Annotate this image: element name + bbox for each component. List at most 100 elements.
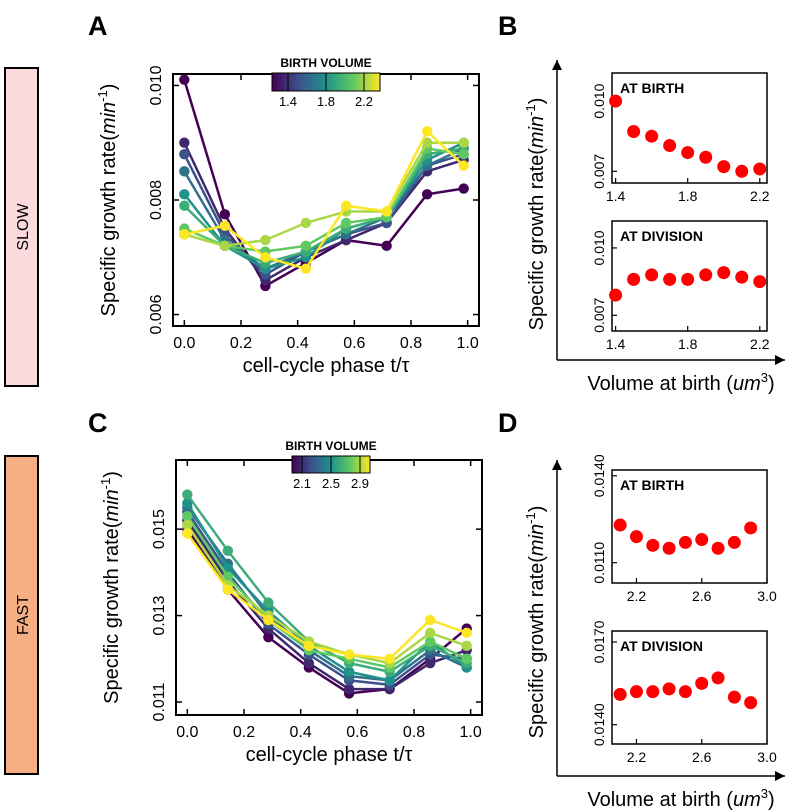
- colorbar-tick-label: 1.4: [279, 94, 297, 109]
- subplot-title: AT DIVISION: [620, 228, 703, 244]
- panel-letter-a: A: [88, 11, 108, 41]
- series-point-0: [263, 632, 274, 643]
- data-point: [662, 682, 676, 696]
- x-tick-label: 3.0: [757, 588, 777, 604]
- data-point: [695, 676, 709, 690]
- y-axis-label-main: Specific growth rate(: [98, 134, 120, 317]
- series-point-8: [300, 263, 312, 274]
- panel-letter-c: C: [88, 408, 108, 438]
- series-point-8: [263, 614, 274, 626]
- y-tick-label: 0.0140: [591, 703, 607, 746]
- data-point: [699, 150, 713, 164]
- data-point: [727, 690, 741, 704]
- x-tick-label: 1.4: [606, 188, 626, 204]
- series-line-7: [186, 524, 468, 665]
- series-point-7: [424, 627, 436, 639]
- data-point: [613, 518, 627, 532]
- data-point: [613, 687, 627, 701]
- x-tick-label: 2.6: [692, 588, 712, 604]
- y-tick-label: 0.015: [151, 509, 168, 549]
- y-tick-label: 0.008: [148, 180, 165, 220]
- x-tick-label: 1.4: [606, 336, 626, 352]
- y-axis-label-unit: min: [526, 116, 548, 148]
- x-tick-label: 1.0: [457, 335, 479, 352]
- series-point-8: [219, 220, 231, 231]
- x-tick-label: 0.6: [343, 335, 365, 352]
- x-axis-arrow: [775, 355, 785, 365]
- series-point-8: [424, 614, 436, 626]
- data-point: [609, 288, 623, 302]
- x-tick-label: 1.0: [460, 724, 482, 741]
- series-line-3: [186, 506, 468, 682]
- series-line-8: [184, 129, 465, 271]
- series-line-1: [183, 142, 465, 282]
- x-axis-label-end: ): [768, 373, 775, 395]
- series-point-1: [303, 657, 315, 669]
- y-axis-label-sup: -1: [98, 478, 113, 490]
- x-tick-label: 0.4: [290, 724, 312, 741]
- series-point-4: [182, 498, 193, 509]
- panel-c: 0.0 0.2 0.4 0.6 0.8 1.0 0.011 0.013 0.015 cell-cy…: [98, 439, 483, 766]
- y-axis-label-sup: -1: [523, 104, 538, 116]
- y-axis-label-main: Specific growth rate(: [526, 556, 548, 739]
- series-point-0: [458, 183, 469, 194]
- series-point-1: [424, 657, 436, 669]
- y-tick-label: 0.011: [151, 683, 168, 722]
- y-axis-label-unit: min: [98, 102, 120, 134]
- series-line-6: [183, 147, 464, 253]
- data-point: [753, 162, 767, 176]
- series-point-0: [381, 240, 392, 252]
- series-point-1: [179, 137, 190, 148]
- y-axis-label-end: ): [526, 506, 548, 513]
- y-tick-label: 0.010: [148, 65, 165, 105]
- row-label-fast: FAST: [4, 455, 39, 775]
- subplot-at-division: AT DIVISION 1.4 1.8 2.2 0.007 0.010: [591, 220, 770, 352]
- series-line-6: [186, 515, 468, 669]
- colorbar-tick-label: 1.8: [317, 94, 335, 109]
- plot-frame: [172, 73, 480, 327]
- series-point-8: [179, 229, 190, 240]
- x-tick-label: 0.0: [176, 724, 198, 741]
- panel-letter-d: D: [498, 408, 518, 438]
- series-line-2: [186, 511, 467, 687]
- y-tick-label: 0.0170: [591, 620, 607, 663]
- subplot-at-birth: AT BIRTH 1.4 1.8 2.2 0.007 0.010: [591, 72, 770, 204]
- x-axis-label-main: Volume at birth (: [587, 789, 733, 811]
- x-tick-label: 2.2: [627, 749, 647, 765]
- subplot-title: AT BIRTH: [620, 477, 684, 493]
- series-line-8: [186, 532, 468, 661]
- series-point-8: [260, 252, 271, 263]
- x-axis-label-sup: 3: [761, 370, 768, 385]
- row-label-slow: SLOW: [4, 67, 39, 387]
- series-point-7: [458, 137, 469, 148]
- series-point-8: [303, 640, 315, 652]
- series-point-7: [300, 217, 312, 229]
- row-label-fast-text: FAST: [15, 595, 32, 635]
- panel-d: Specific growth rate(min-1) Volume at bir…: [523, 454, 785, 811]
- series-point-7: [219, 240, 231, 252]
- data-point: [681, 272, 695, 286]
- x-tick-label: 0.4: [287, 335, 309, 352]
- x-tick-label: 0.2: [233, 724, 255, 741]
- row-label-slow-box: [4, 67, 39, 387]
- series-point-8: [421, 126, 433, 137]
- y-tick-label: 0.0110: [591, 542, 607, 584]
- x-axis-arrow: [775, 771, 785, 781]
- y-axis-label-end: ): [98, 84, 120, 91]
- y-axis-label: Specific growth rate(min-1): [523, 506, 548, 739]
- data-point: [717, 160, 731, 174]
- colorbar-tick-label: 2.1: [293, 476, 311, 491]
- series-point-3: [179, 166, 190, 177]
- data-point: [646, 538, 660, 552]
- series-point-6: [340, 217, 352, 229]
- series-point-8: [343, 649, 355, 660]
- subplot-frame: [611, 630, 768, 745]
- x-tick-label: 0.2: [230, 335, 252, 352]
- series-point-7: [182, 519, 193, 531]
- panel-b: Specific growth rate(min-1)Volume at bir…: [523, 60, 785, 395]
- subplot-at-birth: AT BIRTH 2.2 2.6 3.0 0.0110 0.0140: [591, 454, 777, 604]
- series-point-1: [343, 683, 355, 695]
- subplot-frame: [611, 72, 768, 184]
- x-tick-label: 1.8: [678, 336, 698, 352]
